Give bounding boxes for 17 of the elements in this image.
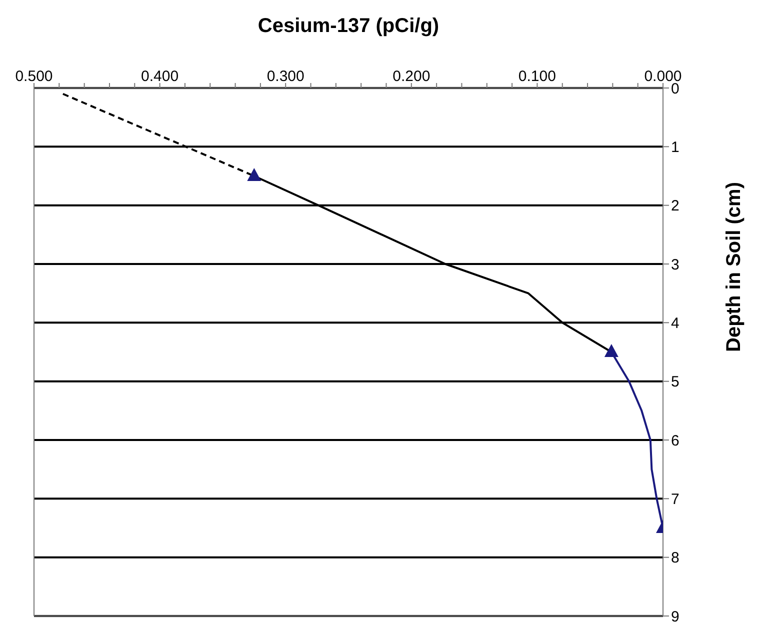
y-tick-label: 4	[671, 314, 680, 332]
y-tick-label: 5	[671, 374, 680, 391]
y-tick-label: 7	[671, 490, 680, 508]
y-tick-label: 1	[671, 138, 680, 156]
y-tick-label: 9	[671, 608, 680, 626]
y-tick-label: 8	[671, 550, 680, 567]
y-tick-label: 2	[671, 198, 680, 215]
y-tick-label: 6	[671, 432, 680, 450]
y-tick-label: 3	[671, 256, 680, 274]
y-axis-title: Depth in Soil (cm)	[723, 182, 746, 352]
x-tick-label: 0.300	[266, 68, 304, 85]
x-tick-label: 0.400	[141, 68, 179, 85]
x-tick-label: 0.200	[392, 68, 430, 85]
x-axis-title: Cesium-137 (pCi/g)	[258, 15, 440, 38]
y-tick-label: 0	[671, 80, 680, 98]
x-tick-label: 0.500	[15, 68, 53, 85]
x-tick-label: 0.100	[518, 68, 556, 85]
